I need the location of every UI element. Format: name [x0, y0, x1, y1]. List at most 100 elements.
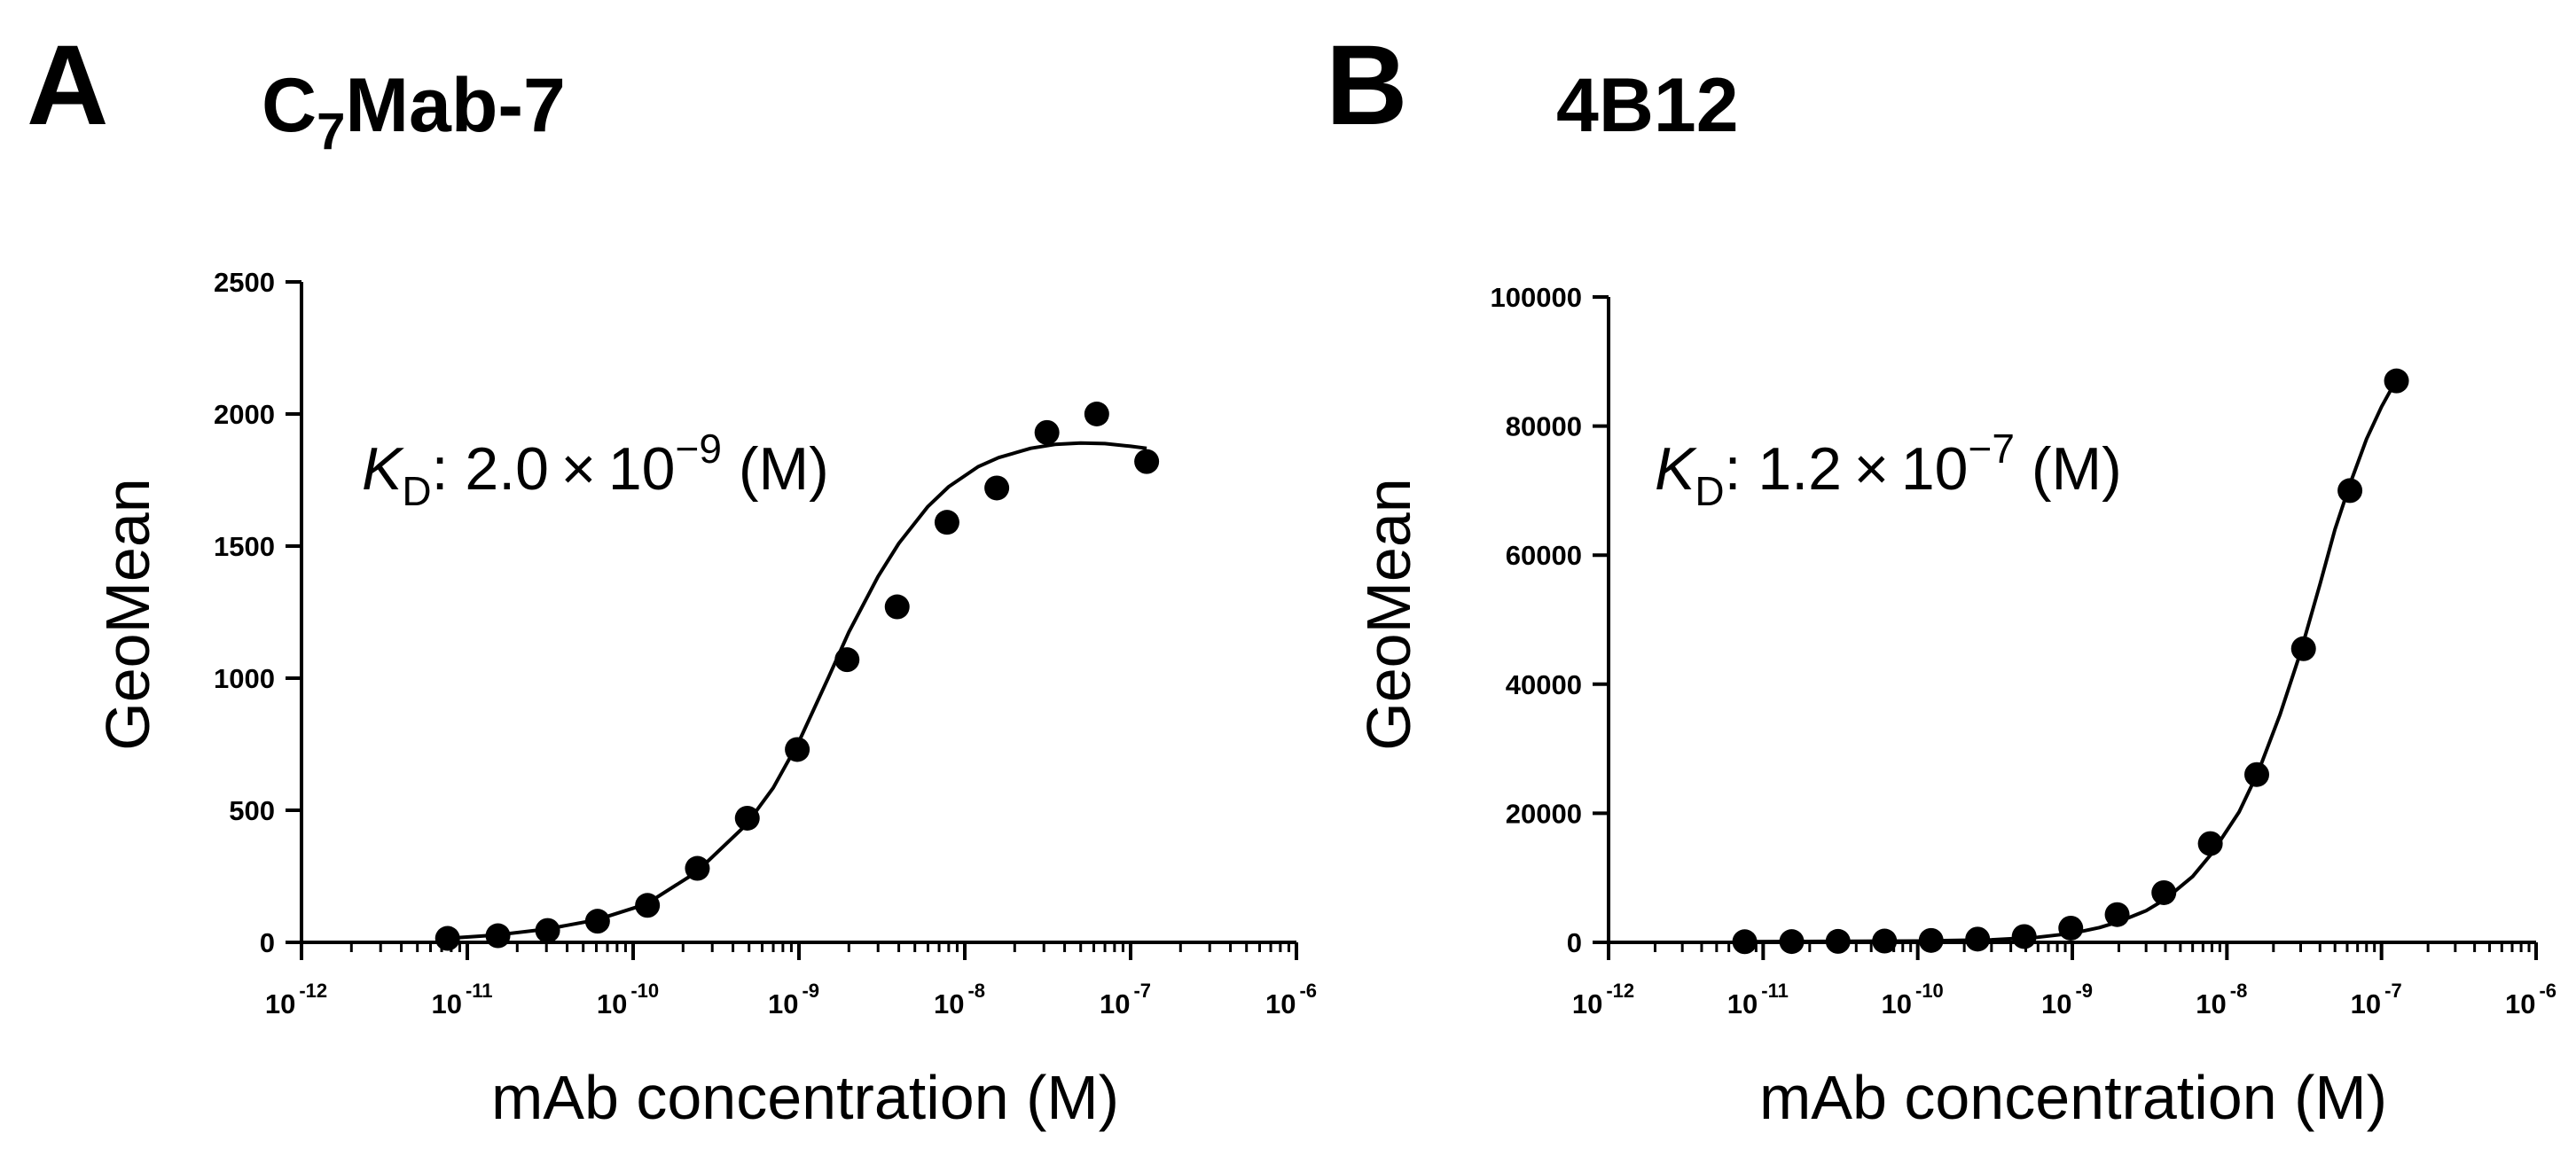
x-tick-label: 10 -9	[2041, 980, 2093, 1019]
x-axis-label: mAb concentration (M)	[491, 1063, 1119, 1132]
tick-base: 10	[2041, 988, 2071, 1019]
tick-exponent: -8	[2230, 980, 2248, 1002]
data-point	[785, 737, 810, 762]
data-point	[635, 893, 661, 918]
tick-exponent: -7	[1133, 980, 1151, 1002]
data-point	[1034, 419, 1060, 445]
tick-base: 10	[1265, 988, 1296, 1019]
data-point	[984, 475, 1010, 501]
tick-exponent: -9	[2075, 980, 2093, 1002]
data-point	[2197, 831, 2223, 856]
data-point	[1779, 929, 1805, 955]
y-tick-label: 1500	[214, 531, 275, 562]
kd-subscript: D	[402, 468, 431, 514]
tick-base: 10	[2505, 988, 2535, 1019]
title-main: C	[262, 63, 317, 148]
tick-base: 10	[1100, 988, 1130, 1019]
panel-title: 4B12	[1556, 63, 1739, 148]
x-axis-label: mAb concentration (M)	[1759, 1063, 2387, 1132]
tick-exponent: -11	[1761, 980, 1789, 1002]
y-axis-label: GeoMean	[93, 478, 162, 750]
data-point	[485, 923, 511, 949]
y-tick-label: 2500	[214, 267, 275, 298]
x-tick-label: 10 -8	[2196, 980, 2247, 1019]
kd-value: : 2.0 × 10	[432, 435, 676, 503]
data-point	[2290, 636, 2316, 661]
kd-annotation: KD: 2.0 × 10−9 (M)	[362, 426, 829, 514]
x-tick-label: 10 -11	[1727, 980, 1789, 1019]
tick-exponent: -6	[2539, 980, 2556, 1002]
x-tick-label: 10 -12	[265, 980, 327, 1019]
data-points-layer	[435, 402, 1160, 951]
data-point	[1732, 929, 1758, 955]
tick-exponent: -10	[1915, 980, 1944, 1002]
data-points-layer	[1732, 368, 2409, 955]
fit-curve-layer	[447, 441, 1147, 941]
tick-exponent: -7	[2384, 980, 2402, 1002]
y-tick-label: 40000	[1506, 669, 1582, 700]
tick-exponent: -10	[630, 980, 659, 1002]
panel-label: B	[1326, 22, 1407, 149]
tick-base: 10	[1727, 988, 1758, 1019]
data-point	[2104, 902, 2130, 927]
y-tick-label: 60000	[1506, 540, 1582, 571]
y-tick-label: 100000	[1491, 282, 1582, 313]
panel-b: B 4B12 KD: 1.2 × 10−7 (M) GeoMean mAb co…	[1326, 22, 2556, 1132]
kd-annotation: KD: 1.2 × 10−7 (M)	[1655, 426, 2122, 514]
title-subscript: 7	[317, 103, 345, 160]
data-point	[1134, 449, 1160, 474]
data-point	[2244, 762, 2270, 787]
y-tick-label: 2000	[214, 399, 275, 430]
tick-base: 10	[265, 988, 295, 1019]
x-tick-label: 10 -9	[768, 980, 819, 1019]
tick-exponent: -8	[967, 980, 985, 1002]
kd-unit: (M)	[2015, 435, 2122, 503]
data-point	[2384, 368, 2409, 394]
tick-exponent: -9	[802, 980, 819, 1002]
y-tick-label: 20000	[1506, 798, 1582, 829]
title-rest: Mab-7	[345, 63, 565, 148]
data-point	[1825, 928, 1851, 954]
x-tick-label: 10 -11	[431, 980, 492, 1019]
x-tick-label: 10 -6	[1265, 980, 1317, 1019]
y-tick-label: 0	[260, 927, 275, 958]
data-point	[2011, 924, 2037, 949]
data-point	[934, 510, 959, 535]
tick-exponent: -12	[1606, 980, 1634, 1002]
tick-base: 10	[431, 988, 461, 1019]
kd-subscript: D	[1695, 468, 1724, 514]
x-tick-label: 10 -8	[934, 980, 985, 1019]
y-tick-label: 0	[1567, 927, 1582, 958]
data-point	[685, 855, 710, 881]
data-point	[435, 926, 460, 951]
data-point	[1965, 926, 1991, 952]
fit-curve	[447, 441, 1147, 941]
data-point	[535, 918, 560, 943]
tick-base: 10	[2196, 988, 2226, 1019]
panel-title: C7Mab-7	[262, 63, 566, 160]
data-point	[734, 805, 760, 831]
tick-base: 10	[934, 988, 964, 1019]
kd-unit: (M)	[722, 435, 829, 503]
y-tick-label: 80000	[1506, 411, 1582, 442]
panel-label: A	[27, 22, 108, 149]
y-tick-label: 500	[229, 795, 275, 826]
x-tick-label: 10 -10	[1882, 980, 1944, 1019]
tick-base: 10	[2351, 988, 2381, 1019]
y-tick-label: 1000	[214, 663, 275, 694]
x-tick-label: 10 -10	[597, 980, 659, 1019]
tick-exponent: -6	[1299, 980, 1317, 1002]
data-point	[2151, 879, 2177, 905]
data-point	[1084, 402, 1109, 426]
data-point	[1872, 928, 1898, 954]
data-point	[2337, 478, 2363, 504]
x-tick-label: 10 -6	[2505, 980, 2556, 1019]
tick-base: 10	[768, 988, 798, 1019]
data-point	[584, 909, 610, 934]
kd-exponent: −7	[1968, 426, 2014, 472]
panel-a: A C7Mab-7 KD: 2.0 × 10−9 (M) GeoMean mAb…	[27, 22, 1317, 1132]
data-point	[1918, 927, 1944, 953]
